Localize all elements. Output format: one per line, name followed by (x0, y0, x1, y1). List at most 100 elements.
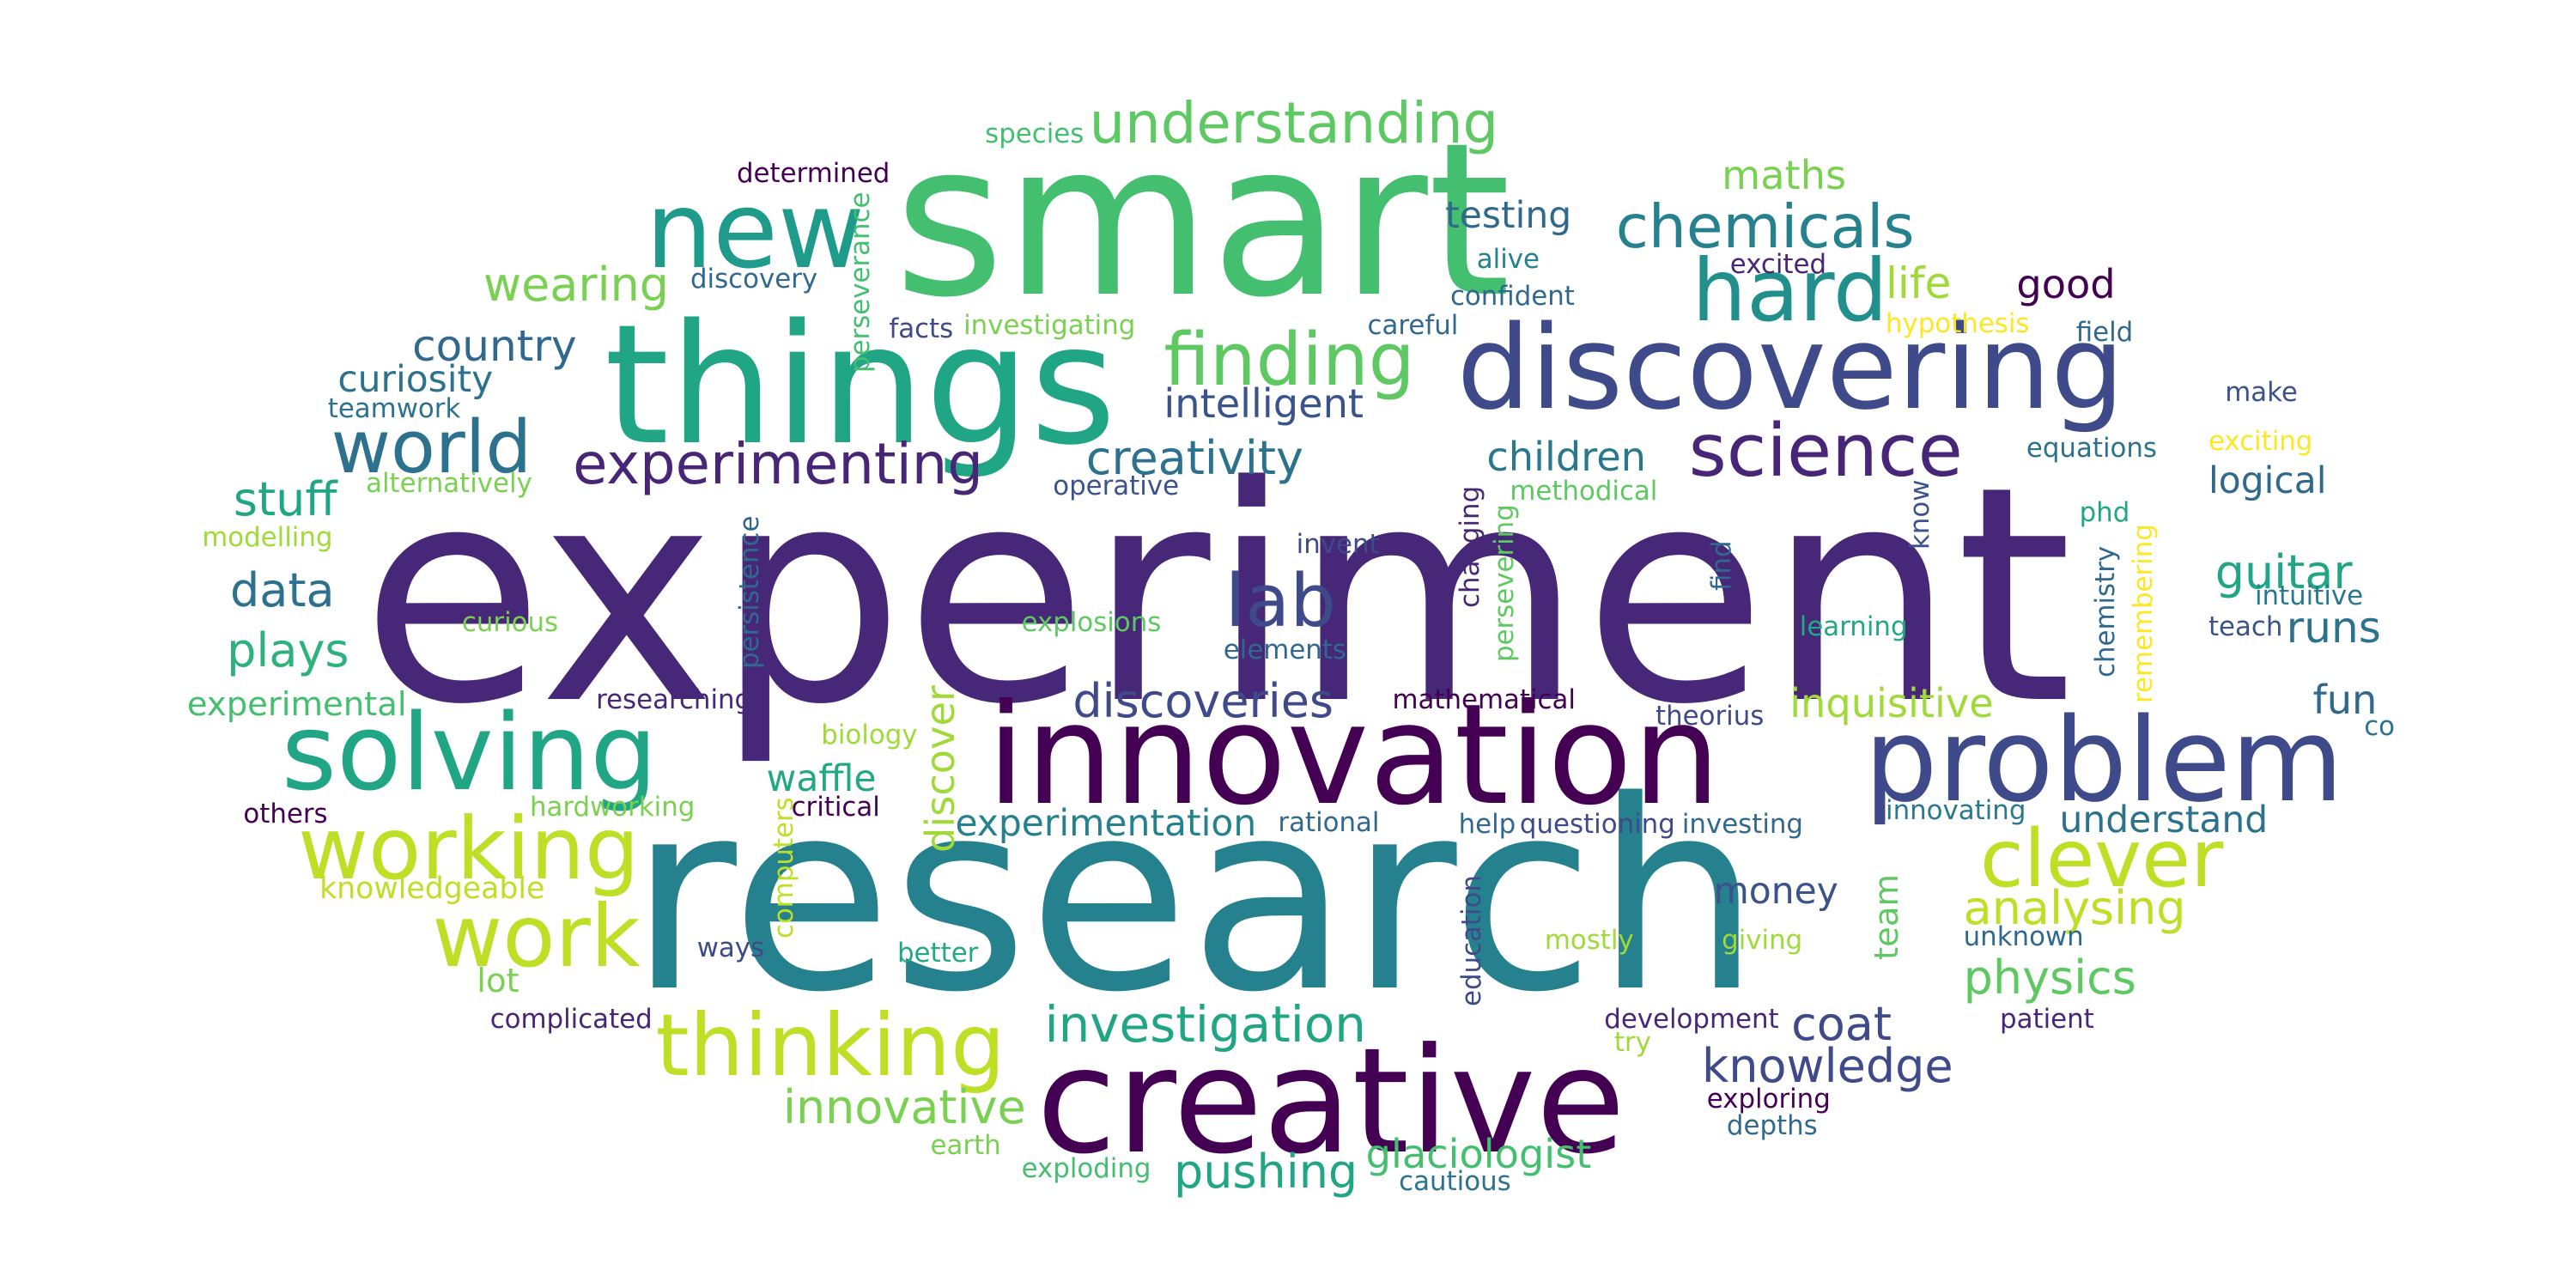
word-education: education (1455, 875, 1487, 1007)
word-confident: confident (1449, 280, 1575, 312)
word-glaciologist: glaciologist (1365, 1130, 1592, 1177)
word-clever: clever (1979, 812, 2224, 906)
word-theorius: theorius (1656, 701, 1765, 732)
word-money: money (1713, 870, 1838, 913)
word-innovative: innovative (782, 1079, 1026, 1134)
word-innovation: innovation (987, 675, 1721, 837)
word-understanding: understanding (1089, 90, 1499, 156)
word-methodical: methodical (1510, 476, 1658, 507)
word-better: better (896, 938, 979, 969)
word-world: world (331, 405, 532, 491)
word-invent: invent (1296, 528, 1380, 560)
word-waffle: waffle (766, 757, 877, 800)
word-critical: critical (791, 792, 880, 823)
word-life: life (1886, 257, 1952, 308)
word-operative: operative (1053, 471, 1180, 502)
word-knowledge: knowledge (1702, 1038, 1953, 1093)
word-pushing: pushing (1173, 1145, 1358, 1200)
word-complicated: complicated (489, 1004, 653, 1036)
word-investigating: investigating (963, 310, 1136, 342)
word-chemicals: chemicals (1615, 193, 1915, 263)
word-science: science (1688, 408, 1963, 494)
word-intuitive: intuitive (2254, 580, 2364, 611)
word-thinking: thinking (655, 995, 1005, 1097)
word-discoveries: discoveries (1072, 674, 1334, 729)
word-persevering: persevering (1489, 504, 1521, 663)
word-lab: lab (1224, 559, 1337, 645)
word-wearing: wearing (483, 257, 670, 312)
word-children: children (1486, 433, 1646, 480)
word-inquisitive: inquisitive (1789, 680, 1994, 727)
word-finding: finding (1163, 317, 1415, 403)
word-hypothesis: hypothesis (1886, 308, 2030, 340)
word-modelling: modelling (202, 522, 333, 554)
word-excited: excited (1729, 249, 1827, 281)
word-understand: understand (2059, 799, 2269, 842)
word-remembering: remembering (2128, 524, 2160, 704)
word-make: make (2225, 376, 2298, 408)
word-earth: earth (930, 1129, 1001, 1161)
word-curious: curious (461, 606, 559, 638)
word-experiment: experiment (361, 422, 2073, 769)
word-questioning: questioning (1519, 808, 1675, 840)
word-unknown: unknown (1963, 920, 2084, 952)
word-knowledgeable: knowledgeable (319, 871, 545, 906)
word-mostly: mostly (1544, 924, 1634, 956)
word-working: working (298, 798, 640, 899)
word-equations: equations (2026, 433, 2157, 465)
word-discovery: discovery (690, 264, 818, 295)
word-fun: fun (2312, 677, 2378, 724)
word-creativity: creativity (1085, 431, 1303, 486)
word-logical: logical (2208, 459, 2327, 502)
word-lot: lot (477, 962, 519, 1001)
word-physics: physics (1963, 951, 2136, 1005)
word-data: data (229, 563, 335, 618)
word-depths: depths (1726, 1109, 1818, 1141)
word-know: know (1905, 479, 1936, 550)
word-solving: solving (281, 690, 658, 815)
word-facts: facts (889, 313, 954, 345)
word-alternatively: alternatively (366, 467, 532, 499)
word-ways: ways (696, 933, 765, 964)
word-testing: testing (1445, 195, 1572, 238)
word-teamwork: teamwork (327, 392, 461, 424)
word-analysing: analysing (1963, 881, 2186, 936)
word-field: field (2075, 317, 2134, 349)
word-creative: creative (1036, 1018, 1626, 1188)
word-rational: rational (1278, 806, 1380, 838)
word-phd: phd (2079, 497, 2130, 529)
word-good: good (2016, 261, 2116, 308)
word-others: others (243, 799, 328, 830)
word-biology: biology (821, 719, 918, 750)
word-intelligent: intelligent (1163, 380, 1364, 428)
word-giving: giving (1722, 924, 1803, 956)
word-chemistry: chemistry (2090, 545, 2122, 677)
word-patient: patient (2000, 1004, 2094, 1036)
word-innovating: innovating (1886, 795, 2026, 827)
word-problem: problem (1863, 693, 2344, 829)
word-work: work (432, 886, 641, 987)
word-investigation: investigation (1044, 994, 1366, 1054)
word-experimenting: experimenting (573, 431, 983, 497)
word-runs: runs (2286, 601, 2381, 653)
word-changing: changing (1454, 485, 1485, 608)
word-try: try (1613, 1027, 1651, 1059)
word-exploding: exploding (1021, 1152, 1151, 1184)
word-cautious: cautious (1399, 1166, 1511, 1198)
word-exploring: exploring (1706, 1083, 1831, 1115)
word-hardworking: hardworking (529, 792, 696, 823)
word-species: species (985, 118, 1084, 149)
word-learning: learning (1799, 611, 1908, 643)
word-elements: elements (1223, 635, 1346, 666)
word-exciting: exciting (2208, 426, 2313, 458)
word-persistence: persistence (733, 515, 765, 669)
word-curiosity: curiosity (337, 359, 494, 402)
word-co: co (2364, 710, 2396, 742)
word-coat: coat (1791, 997, 1893, 1052)
word-perseverance: perseverance (845, 191, 877, 373)
word-investing: investing (1681, 808, 1803, 840)
word-maths: maths (1722, 152, 1847, 199)
word-mathematical: mathematical (1392, 684, 1576, 716)
word-plays: plays (227, 623, 349, 677)
